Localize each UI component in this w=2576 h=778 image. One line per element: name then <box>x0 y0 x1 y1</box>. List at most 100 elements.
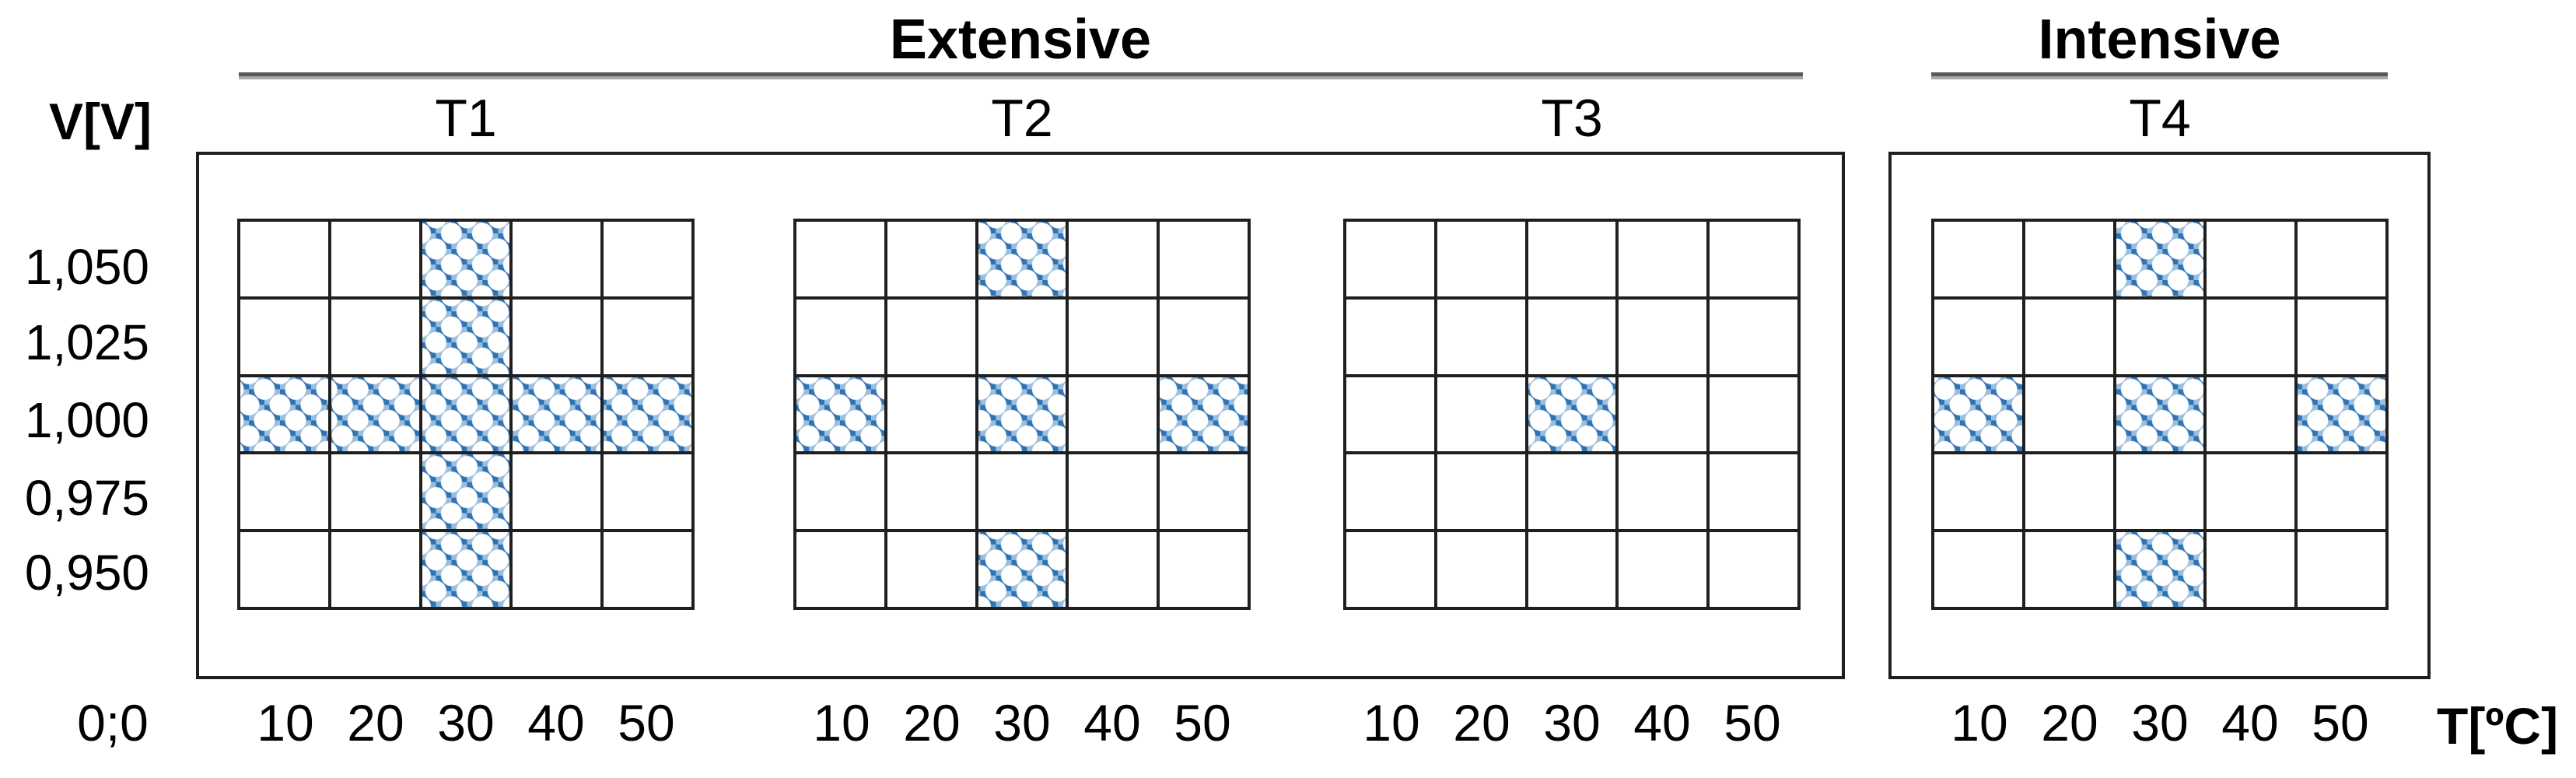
tested-cell-t1-30c-0.95v <box>422 532 510 607</box>
empty-cell-t4-10c-0.95v <box>1934 532 2022 607</box>
empty-cell-t1-10c-1.05v <box>240 222 328 296</box>
x-tick-label: 30 <box>437 694 495 752</box>
tested-cell-t1-30c-1.05v <box>422 222 510 296</box>
empty-cell-t2-40c-0.95v <box>1069 532 1157 607</box>
x-tick-label: 30 <box>2131 694 2189 752</box>
empty-cell-t2-30c-1.025v <box>978 299 1066 374</box>
empty-cell-t3-50c-1v <box>1710 377 1797 452</box>
empty-cell-t4-10c-1.025v <box>1934 299 2022 374</box>
empty-cell-t1-40c-1.025v <box>513 299 601 374</box>
x-tick-row-t3: 10 20 30 40 50 <box>1346 692 1797 754</box>
empty-cell-t3-50c-0.975v <box>1710 454 1797 530</box>
empty-cell-t2-20c-0.95v <box>887 532 975 607</box>
tested-cell-t3-30c-1v <box>1528 377 1616 452</box>
empty-cell-t4-20c-0.975v <box>2025 454 2113 530</box>
empty-cell-t4-20c-1v <box>2025 377 2113 452</box>
empty-cell-t2-30c-0.975v <box>978 454 1066 530</box>
empty-cell-t3-40c-1v <box>1619 377 1707 452</box>
tested-cell-t4-30c-1.05v <box>2116 222 2204 296</box>
empty-cell-t3-40c-0.975v <box>1619 454 1707 530</box>
x-tick-label: 50 <box>1174 694 1231 752</box>
empty-cell-t3-20c-1.05v <box>1437 222 1525 296</box>
empty-cell-t2-50c-1.05v <box>1160 222 1248 296</box>
x-tick-label: 40 <box>2221 694 2279 752</box>
tested-cell-t1-10c-1v <box>240 377 328 452</box>
y-tick-label: 1,050 <box>24 239 149 295</box>
group-header-rule-intensive <box>1931 72 2388 79</box>
empty-cell-t1-50c-0.95v <box>604 532 691 607</box>
group-header-extensive: Extensive <box>889 9 1152 71</box>
panel-title-t2: T2 <box>991 89 1053 148</box>
empty-cell-t4-40c-0.975v <box>2207 454 2295 530</box>
empty-cell-t2-20c-1.05v <box>887 222 975 296</box>
y-tick-label: 0,950 <box>24 545 149 601</box>
x-tick-label: 30 <box>993 694 1051 752</box>
x-tick-label: 50 <box>2312 694 2369 752</box>
empty-cell-t4-40c-1.05v <box>2207 222 2295 296</box>
empty-cell-t3-20c-0.95v <box>1437 532 1525 607</box>
empty-cell-t1-20c-0.975v <box>331 454 419 530</box>
empty-cell-t4-10c-0.975v <box>1934 454 2022 530</box>
empty-cell-t3-40c-1.025v <box>1619 299 1707 374</box>
empty-cell-t4-40c-1v <box>2207 377 2295 452</box>
empty-cell-t3-20c-1v <box>1437 377 1525 452</box>
x-tick-label: 40 <box>1633 694 1691 752</box>
empty-cell-t4-50c-1.025v <box>2298 299 2385 374</box>
empty-cell-t2-10c-0.95v <box>796 532 884 607</box>
tested-cell-t4-50c-1v <box>2298 377 2385 452</box>
y-tick-label: 1,025 <box>24 314 149 370</box>
empty-cell-t1-50c-1.025v <box>604 299 691 374</box>
tested-cell-t1-50c-1v <box>604 377 691 452</box>
empty-cell-t4-50c-1.05v <box>2298 222 2385 296</box>
tested-cell-t1-20c-1v <box>331 377 419 452</box>
y-tick-label: 0,975 <box>24 470 149 526</box>
empty-cell-t1-40c-1.05v <box>513 222 601 296</box>
x-tick-label: 30 <box>1543 694 1601 752</box>
empty-cell-t3-50c-0.95v <box>1710 532 1797 607</box>
empty-cell-t2-20c-1.025v <box>887 299 975 374</box>
matrix-grid-t4 <box>1931 219 2389 610</box>
empty-cell-t3-10c-1v <box>1346 377 1434 452</box>
panel-title-t1: T1 <box>435 89 497 148</box>
empty-cell-t4-50c-0.95v <box>2298 532 2385 607</box>
empty-cell-t4-40c-1.025v <box>2207 299 2295 374</box>
empty-cell-t3-10c-1.05v <box>1346 222 1434 296</box>
tested-cell-t2-10c-1v <box>796 377 884 452</box>
empty-cell-t1-20c-0.95v <box>331 532 419 607</box>
empty-cell-t2-20c-0.975v <box>887 454 975 530</box>
empty-cell-t2-10c-1.05v <box>796 222 884 296</box>
tested-cell-t2-30c-1.05v <box>978 222 1066 296</box>
empty-cell-t3-30c-1.05v <box>1528 222 1616 296</box>
empty-cell-t4-30c-1.025v <box>2116 299 2204 374</box>
x-tick-label: 50 <box>618 694 675 752</box>
tested-cell-t4-10c-1v <box>1934 377 2022 452</box>
tested-cell-t1-30c-1v <box>422 377 510 452</box>
tested-cell-t4-30c-0.95v <box>2116 532 2204 607</box>
x-axis-title: T[ºC] <box>2437 697 2559 755</box>
empty-cell-t3-30c-1.025v <box>1528 299 1616 374</box>
empty-cell-t3-20c-1.025v <box>1437 299 1525 374</box>
empty-cell-t2-50c-1.025v <box>1160 299 1248 374</box>
x-tick-label: 50 <box>1724 694 1781 752</box>
y-axis-title: V[V] <box>49 93 152 150</box>
empty-cell-t3-10c-0.975v <box>1346 454 1434 530</box>
intensive-group-box <box>1888 152 2431 679</box>
group-header-intensive: Intensive <box>2038 9 2281 71</box>
empty-cell-t3-30c-0.975v <box>1528 454 1616 530</box>
panel-title-t3: T3 <box>1541 89 1603 148</box>
empty-cell-t2-40c-1.025v <box>1069 299 1157 374</box>
tested-cell-t2-30c-0.95v <box>978 532 1066 607</box>
empty-cell-t3-40c-1.05v <box>1619 222 1707 296</box>
x-tick-row-t4: 10 20 30 40 50 <box>1934 692 2385 754</box>
empty-cell-t3-30c-0.95v <box>1528 532 1616 607</box>
empty-cell-t2-40c-0.975v <box>1069 454 1157 530</box>
empty-cell-t3-50c-1.05v <box>1710 222 1797 296</box>
extensive-group-box <box>196 152 1845 679</box>
empty-cell-t2-20c-1v <box>887 377 975 452</box>
x-tick-label: 20 <box>2041 694 2098 752</box>
empty-cell-t3-50c-1.025v <box>1710 299 1797 374</box>
empty-cell-t4-20c-1.025v <box>2025 299 2113 374</box>
empty-cell-t1-20c-1.025v <box>331 299 419 374</box>
empty-cell-t1-40c-0.95v <box>513 532 601 607</box>
